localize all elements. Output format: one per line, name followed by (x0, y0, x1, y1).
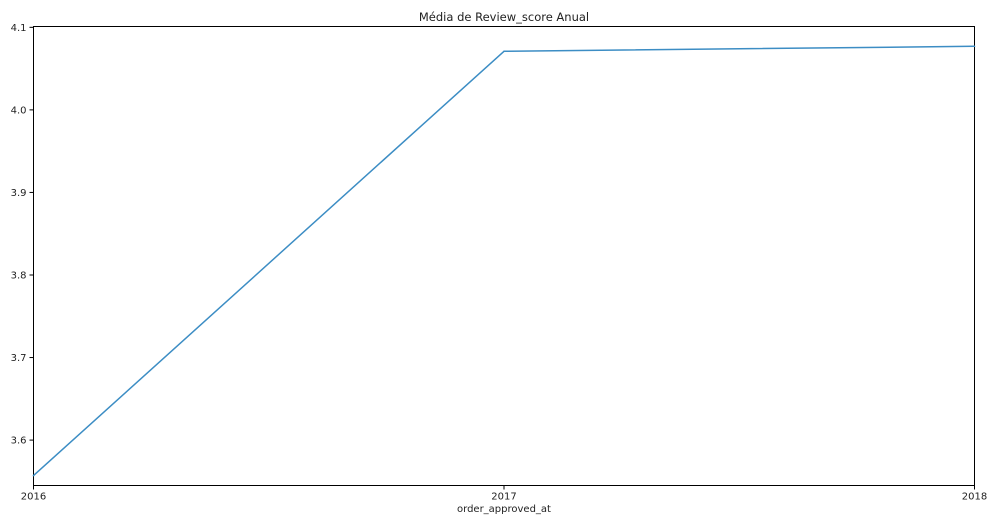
data-point (973, 45, 976, 48)
x-axis: 2016 2017 2018 (21, 485, 987, 503)
y-tick-label: 3.9 (11, 188, 27, 199)
y-tick-label: 3.6 (11, 436, 27, 447)
y-tick-label: 4.0 (11, 105, 27, 116)
y-tick-label: 3.8 (11, 270, 27, 281)
y-tick-label: 4.1 (11, 23, 27, 34)
data-point (32, 474, 35, 477)
y-tick-label: 3.7 (11, 353, 27, 364)
x-axis-label: order_approved_at (457, 504, 551, 515)
x-tick-label: 2018 (962, 492, 987, 503)
data-point (503, 50, 505, 53)
series-layer (32, 45, 976, 477)
y-axis: 3.6 3.7 3.8 3.9 4.0 4.1 (11, 23, 34, 447)
plot-frame (33, 26, 975, 486)
x-tick-label: 2016 (21, 492, 46, 503)
chart-title: Média de Review_score Anual (419, 10, 589, 24)
x-tick-label: 2017 (491, 492, 516, 503)
series-line (32, 45, 975, 477)
